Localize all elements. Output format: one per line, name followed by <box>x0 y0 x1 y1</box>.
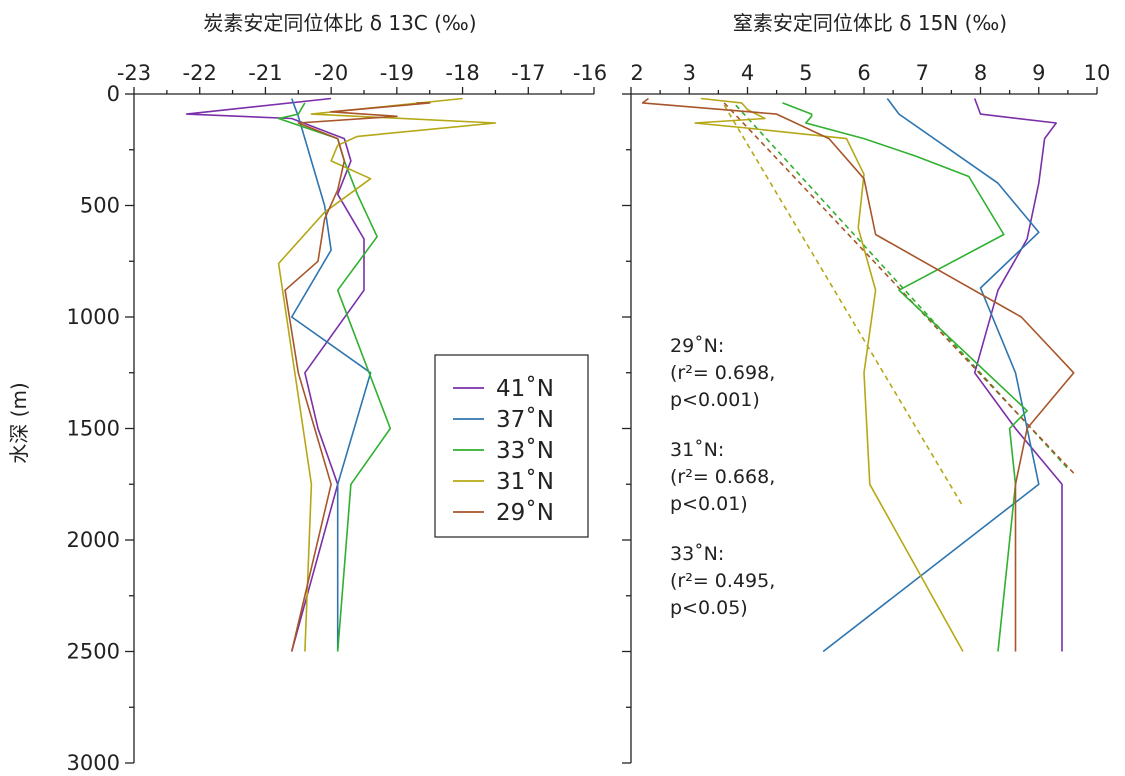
x-tick-label: 10 <box>1084 61 1111 85</box>
trendline <box>735 104 1069 470</box>
x-tick-label: 4 <box>741 61 754 85</box>
series-line <box>290 98 372 652</box>
x-tick-label: -20 <box>314 61 348 85</box>
series-line <box>277 97 497 652</box>
x-tick-label: -16 <box>573 61 607 85</box>
annotation-line: 33˚N: <box>670 543 724 565</box>
series-line <box>782 102 1028 652</box>
trendline <box>723 102 1075 474</box>
x-tick-label: -23 <box>117 61 151 85</box>
y-tick-label: 1500 <box>67 417 120 441</box>
x-tick-label: 8 <box>974 61 987 85</box>
x-tick-label: -18 <box>445 61 479 85</box>
regression-annotation: 29˚N: (r²= 0.698, p<0.001) <box>670 335 775 411</box>
series-line <box>641 97 1075 652</box>
series-line <box>973 98 1063 652</box>
legend-label: 31˚N <box>496 468 554 495</box>
annotation-line: p<0.05) <box>670 597 748 619</box>
y-tick-label: 0 <box>107 82 120 106</box>
x-tick-label: -22 <box>183 61 217 85</box>
x-tick-label: -21 <box>248 61 282 85</box>
y-tick-label: 3000 <box>67 751 120 775</box>
legend-label: 33˚N <box>496 437 554 464</box>
legend-label: 29˚N <box>496 499 554 526</box>
y-tick-label: 1000 <box>67 305 120 329</box>
legend-label: 37˚N <box>496 406 554 433</box>
x-tick-label: 9 <box>1032 61 1045 85</box>
panel-title: 炭素安定同位体比 δ 13C (‰) <box>203 11 476 35</box>
y-tick-label: 500 <box>80 194 120 218</box>
annotation-line: (r²= 0.668, <box>670 466 775 488</box>
annotation-line: 31˚N: <box>670 439 724 461</box>
carbon-isotope-panel: 炭素安定同位体比 δ 13C (‰) -23 -22 -21 -20 -19 -18 -17 -… <box>67 11 608 775</box>
annotation-line: (r²= 0.495, <box>670 570 775 592</box>
series-line <box>694 97 964 652</box>
legend-box <box>434 354 589 538</box>
annotation-line: 29˚N: <box>670 335 724 357</box>
x-tick-label: 6 <box>857 61 870 85</box>
regression-annotation: 31˚N: (r²= 0.668, p<0.01) <box>670 439 775 515</box>
annotation-line: p<0.01) <box>670 493 748 515</box>
legend-label: 41˚N <box>496 375 554 402</box>
annotation-line: (r²= 0.698, <box>670 362 775 384</box>
series-line <box>277 102 392 652</box>
series-line <box>822 98 1040 653</box>
x-tick-label: 7 <box>916 61 929 85</box>
x-tick-label: -19 <box>380 61 414 85</box>
y-axis-label: 水深 (m) <box>7 382 31 463</box>
x-tick-label: 3 <box>683 61 696 85</box>
y-tick-label: 2000 <box>67 528 120 552</box>
panel-title: 窒素安定同位体比 δ 15N (‰) <box>733 11 1007 35</box>
annotation-line: p<0.001) <box>670 389 760 411</box>
y-tick-label: 2500 <box>67 640 120 664</box>
trendline <box>723 104 964 507</box>
x-tick-label: -17 <box>511 61 545 85</box>
regression-annotation: 33˚N: (r²= 0.495, p<0.05) <box>670 543 775 619</box>
nitrogen-isotope-panel: 窒素安定同位体比 δ 15N (‰) 2 3 4 5 6 7 8 9 10 29˚N: (r²= 0.… <box>622 11 1111 764</box>
series-line <box>284 102 431 652</box>
x-tick-label: 5 <box>799 61 812 85</box>
x-tick-label: 2 <box>630 61 643 85</box>
series-line <box>185 97 365 652</box>
legend: 41˚N 37˚N 33˚N 31˚N 29˚N <box>434 354 589 538</box>
